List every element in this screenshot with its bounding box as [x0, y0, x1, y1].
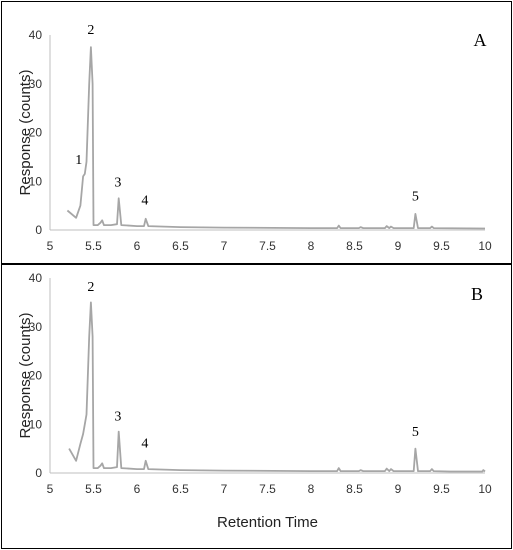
panel-b-x-tick-label: 8.5 — [346, 482, 363, 496]
panel-a-x-tick-label: 7.5 — [259, 239, 276, 253]
panel-b-x-tick-label: 7 — [221, 482, 228, 496]
panel-a-y-tick-label: 30 — [29, 77, 43, 91]
panel-a-y-tick-label: 10 — [29, 174, 43, 188]
panel-a-x-tick-label: 9 — [395, 239, 402, 253]
panel-a-x-tick-label: 7 — [221, 239, 228, 253]
panel-a-trace-line — [66, 46, 486, 230]
panel-b-peak-label-5: 5 — [412, 425, 419, 440]
panel-a-y-tick-label: 20 — [29, 126, 43, 140]
panel-a-x-tick-label: 8 — [308, 239, 315, 253]
panel-b-y-tick-label: 0 — [35, 466, 42, 480]
panel-a-x-tick-label: 8.5 — [346, 239, 363, 253]
panel-b-x-tick-label: 6.5 — [172, 482, 189, 496]
panel-b-panel-label: B — [471, 284, 483, 304]
panel-a-frame — [1, 1, 512, 264]
panel-a-y-tick-label: 40 — [29, 28, 43, 42]
panel-a-peak-label-3: 3 — [114, 176, 121, 191]
panel-a-x-tick-label: 6.5 — [172, 239, 189, 253]
panel-a-panel-label: A — [474, 30, 487, 50]
panel-b-x-tick-label: 10 — [478, 482, 492, 496]
panel-b-peak-label-3: 3 — [114, 409, 121, 424]
panel-b-x-tick-label: 9.5 — [433, 482, 450, 496]
panel-a-peak-label-5: 5 — [412, 189, 419, 204]
panel-a-peak-label-4: 4 — [141, 194, 148, 209]
panel-b-y-tick-label: 40 — [29, 271, 43, 285]
panel-b-trace-line — [68, 301, 486, 473]
panel-a-peak-label-2: 2 — [87, 23, 94, 38]
panel-b-y-tick-label: 30 — [29, 320, 43, 334]
panel-b-y-tick-label: 10 — [29, 417, 43, 431]
panel-b-x-axis-title: Retention Time — [217, 514, 318, 531]
panel-b-peak-label-4: 4 — [141, 437, 148, 452]
panel-a-peak-label-1: 1 — [75, 153, 82, 168]
panel-a-x-tick-label: 5 — [47, 239, 54, 253]
panel-a-y-axis-title: Response (counts) — [17, 70, 34, 196]
panel-a-x-tick-label: 6 — [134, 239, 141, 253]
panel-b-y-axis-title: Response (counts) — [17, 313, 34, 439]
panel-b-x-tick-label: 5.5 — [85, 482, 102, 496]
panel-a-x-tick-label: 5.5 — [85, 239, 102, 253]
panel-a-x-tick-label: 9.5 — [433, 239, 450, 253]
panel-a-y-tick-label: 0 — [35, 223, 42, 237]
panel-b-x-tick-label: 6 — [134, 482, 141, 496]
panel-b-frame — [1, 264, 512, 549]
panel-b-peak-label-2: 2 — [87, 280, 94, 295]
panel-b-x-tick-label: 5 — [47, 482, 54, 496]
panel-b-x-tick-label: 7.5 — [259, 482, 276, 496]
panel-b-y-tick-label: 20 — [29, 369, 43, 383]
panel-b-x-tick-label: 8 — [308, 482, 315, 496]
panel-b-x-tick-label: 9 — [395, 482, 402, 496]
panel-a-x-tick-label: 10 — [478, 239, 492, 253]
